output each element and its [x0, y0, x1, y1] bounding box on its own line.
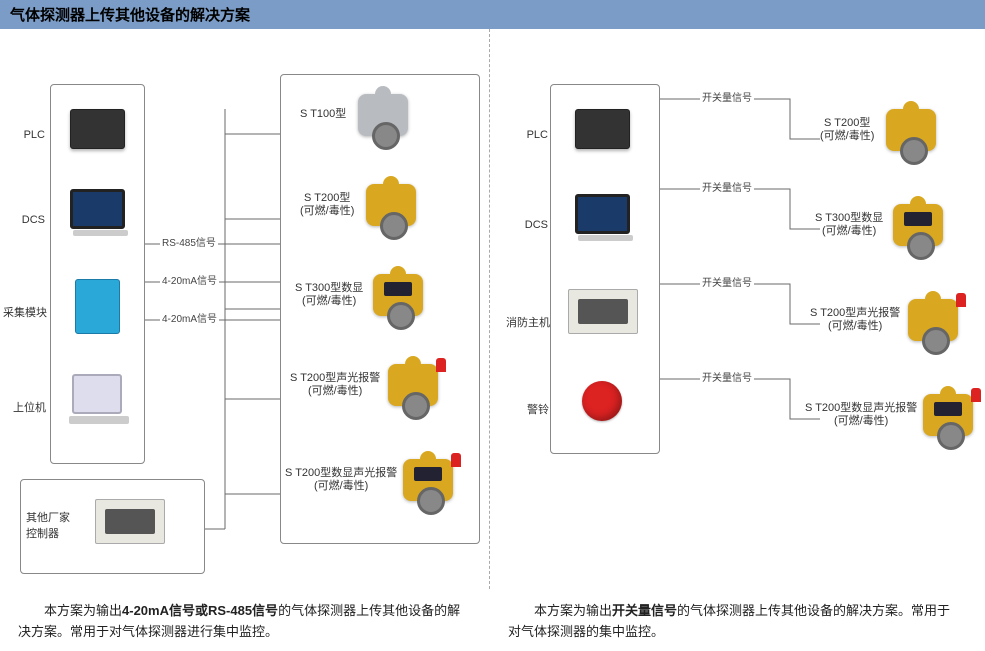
- sensor-r-3: S T200型数显声光报警(可燃/毒性): [805, 394, 973, 436]
- sig-sw-1: 开关量信号: [700, 179, 754, 194]
- sensor-st200-alarm: S T200型声光报警(可燃/毒性): [290, 364, 438, 406]
- page-title: 气体探测器上传其他设备的解决方案: [0, 0, 985, 29]
- monitor-icon: [70, 189, 125, 229]
- fire-label-r: 消防主机: [502, 314, 550, 330]
- module-label: 采集模块: [2, 304, 47, 320]
- plc-label: PLC: [10, 129, 45, 141]
- fire-device-r: [568, 289, 638, 334]
- footer: 本方案为输出4-20mA信号或RS-485信号的气体探测器上传其他设备的解决方案…: [0, 589, 985, 651]
- plc-label-r: PLC: [518, 129, 548, 141]
- alarm-bell-icon: [582, 381, 622, 421]
- plc-device-r: [575, 109, 630, 149]
- sensor-icon: [358, 94, 408, 136]
- sig-rs485: RS-485信号: [160, 234, 218, 249]
- sig-420b: 4-20mA信号: [160, 310, 219, 325]
- sensor-icon: [893, 204, 943, 246]
- sensor-icon: [403, 459, 453, 501]
- sensor-icon: [373, 274, 423, 316]
- panel-icon: [95, 499, 165, 544]
- plc-icon: [575, 109, 630, 149]
- sig-sw-0: 开关量信号: [700, 89, 754, 104]
- sensor-icon: [366, 184, 416, 226]
- plc-device: [70, 109, 125, 149]
- sensor-label: S T200型声光报警(可燃/毒性): [810, 307, 900, 333]
- left-panel: PLC DCS 采集模块 上位机 其他厂家 控制器 RS-485信号 4-20m…: [0, 29, 490, 589]
- sig-420a: 4-20mA信号: [160, 272, 219, 287]
- sensor-label: S T200型(可燃/毒性): [300, 192, 354, 218]
- sensor-st100: S T100型: [300, 94, 408, 136]
- bell-label-r: 警铃: [515, 401, 549, 417]
- sensor-icon: [886, 109, 936, 151]
- other-device: [95, 499, 165, 544]
- other-label: 其他厂家 控制器: [26, 509, 76, 541]
- left-desc: 本方案为输出4-20mA信号或RS-485信号的气体探测器上传其他设备的解决方案…: [0, 601, 490, 643]
- sensor-label: S T200型声光报警(可燃/毒性): [290, 372, 380, 398]
- sensor-st300: S T300型数显(可燃/毒性): [295, 274, 423, 316]
- bell-device-r: [582, 381, 622, 421]
- sensor-label: S T200型(可燃/毒性): [820, 117, 874, 143]
- pc-icon: [72, 374, 122, 414]
- sensor-r-1: S T300型数显(可燃/毒性): [815, 204, 943, 246]
- sig-sw-3: 开关量信号: [700, 369, 754, 384]
- dcs-label: DCS: [10, 214, 45, 226]
- sensor-r-0: S T200型(可燃/毒性): [820, 109, 936, 151]
- dcs-device: [70, 189, 125, 229]
- sensor-label: S T300型数显(可燃/毒性): [815, 212, 883, 238]
- module-device: [75, 279, 120, 334]
- sensor-st200: S T200型(可燃/毒性): [300, 184, 416, 226]
- monitor-icon: [575, 194, 630, 234]
- sensor-icon: [388, 364, 438, 406]
- dcs-device-r: [575, 194, 630, 234]
- right-desc: 本方案为输出开关量信号的气体探测器上传其他设备的解决方案。常用于对气体探测器的集…: [490, 601, 980, 643]
- sensor-label: S T300型数显(可燃/毒性): [295, 282, 363, 308]
- right-panel: PLC DCS 消防主机 警铃 开关量信号 开关量信号 开关量信号 开关量信号 …: [490, 29, 985, 589]
- panel-icon: [568, 289, 638, 334]
- dcs-label-r: DCS: [518, 219, 548, 231]
- plc-icon: [70, 109, 125, 149]
- sig-sw-2: 开关量信号: [700, 274, 754, 289]
- sensor-r-2: S T200型声光报警(可燃/毒性): [810, 299, 958, 341]
- module-icon: [75, 279, 120, 334]
- diagram-area: PLC DCS 采集模块 上位机 其他厂家 控制器 RS-485信号 4-20m…: [0, 29, 985, 589]
- host-label: 上位机: [8, 399, 46, 415]
- host-device: [72, 374, 122, 414]
- sensor-icon: [923, 394, 973, 436]
- sensor-st200-screen-alarm: S T200型数显声光报警(可燃/毒性): [285, 459, 453, 501]
- sensor-label: S T100型: [300, 108, 346, 121]
- sensor-icon: [908, 299, 958, 341]
- sensor-label: S T200型数显声光报警(可燃/毒性): [285, 467, 397, 493]
- sensor-label: S T200型数显声光报警(可燃/毒性): [805, 402, 917, 428]
